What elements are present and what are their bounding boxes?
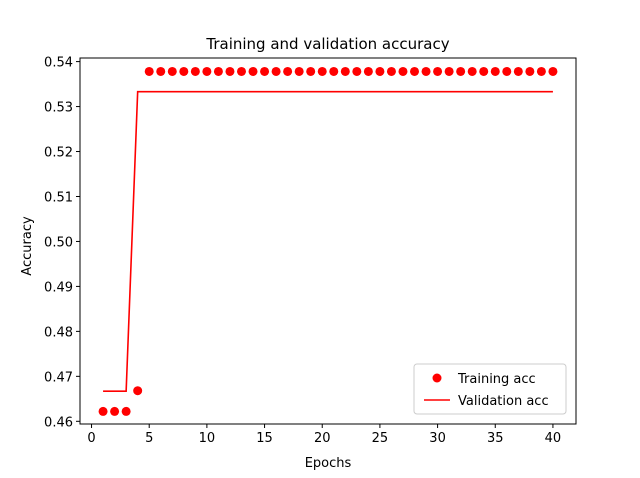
training-acc-point — [213, 66, 223, 76]
legend-label: Training acc — [457, 372, 536, 387]
legend-box — [413, 363, 567, 415]
training-acc-point — [502, 66, 512, 76]
training-acc-point — [340, 66, 350, 76]
training-acc-point — [536, 66, 546, 76]
training-acc-point — [479, 66, 489, 76]
chart-title: Training and validation accuracy — [205, 35, 449, 53]
x-tick-label: 30 — [429, 431, 446, 446]
legend: Training acc Validation acc — [413, 363, 567, 415]
y-tick-label: 0.51 — [44, 190, 73, 205]
y-tick-label: 0.52 — [44, 146, 73, 161]
x-axis-title: Epochs — [305, 456, 352, 471]
training-acc-point — [179, 66, 189, 76]
training-acc-point — [456, 66, 466, 76]
training-acc-point — [294, 66, 304, 76]
training-acc-point — [317, 66, 327, 76]
x-tick-label: 25 — [372, 431, 389, 446]
y-tick-label: 0.46 — [44, 415, 73, 430]
x-tick-label: 40 — [545, 431, 562, 446]
training-acc-point — [225, 66, 235, 76]
training-acc-point — [398, 66, 408, 76]
x-tick-label: 20 — [314, 431, 331, 446]
y-tick-label: 0.53 — [44, 101, 73, 116]
y-tick-label: 0.47 — [44, 370, 73, 385]
x-tick-label: 0 — [87, 431, 95, 446]
y-tick-label: 0.50 — [44, 235, 73, 250]
y-tick-label: 0.49 — [44, 280, 73, 295]
x-tick-label: 10 — [199, 431, 216, 446]
legend-label: Validation acc — [458, 394, 549, 409]
training-acc-point — [306, 66, 316, 76]
training-acc-point — [525, 66, 535, 76]
training-acc-point — [386, 66, 396, 76]
training-acc-point — [329, 66, 339, 76]
training-acc-point — [433, 66, 443, 76]
training-acc-point — [548, 66, 558, 76]
training-acc-point — [98, 406, 108, 416]
validation-acc-line — [103, 90, 553, 392]
training-acc-point — [467, 66, 477, 76]
training-acc-point — [167, 66, 177, 76]
training-acc-point — [121, 406, 131, 416]
y-tick-label: 0.48 — [44, 325, 73, 340]
training-acc-point — [375, 66, 385, 76]
training-acc-point — [260, 66, 270, 76]
legend-marker-swatch — [432, 373, 442, 383]
training-acc-point — [421, 66, 431, 76]
training-acc-point — [248, 66, 258, 76]
y-tick-label: 0.54 — [44, 56, 73, 71]
plot-area — [98, 66, 558, 416]
training-acc-point — [156, 66, 166, 76]
x-tick-label: 15 — [256, 431, 273, 446]
training-acc-point — [110, 406, 120, 416]
training-acc-point — [513, 66, 523, 76]
training-acc-point — [444, 66, 454, 76]
training-acc-point — [410, 66, 420, 76]
x-tick-label: 35 — [487, 431, 504, 446]
axis-ticks: 0 5 10 15 20 25 30 35 40 0.46 0.47 0.48 0.49 0.50 0.51… — [44, 56, 561, 446]
training-acc-point — [236, 66, 246, 76]
training-acc-point — [133, 386, 143, 396]
training-acc-point — [352, 66, 362, 76]
training-acc-point — [271, 66, 281, 76]
x-tick-label: 5 — [145, 431, 153, 446]
training-acc-point — [190, 66, 200, 76]
training-acc-point — [490, 66, 500, 76]
y-axis-title: Accuracy — [20, 216, 35, 276]
training-acc-point — [202, 66, 212, 76]
training-acc-point — [283, 66, 293, 76]
training-acc-point — [363, 66, 373, 76]
training-acc-point — [144, 66, 154, 76]
